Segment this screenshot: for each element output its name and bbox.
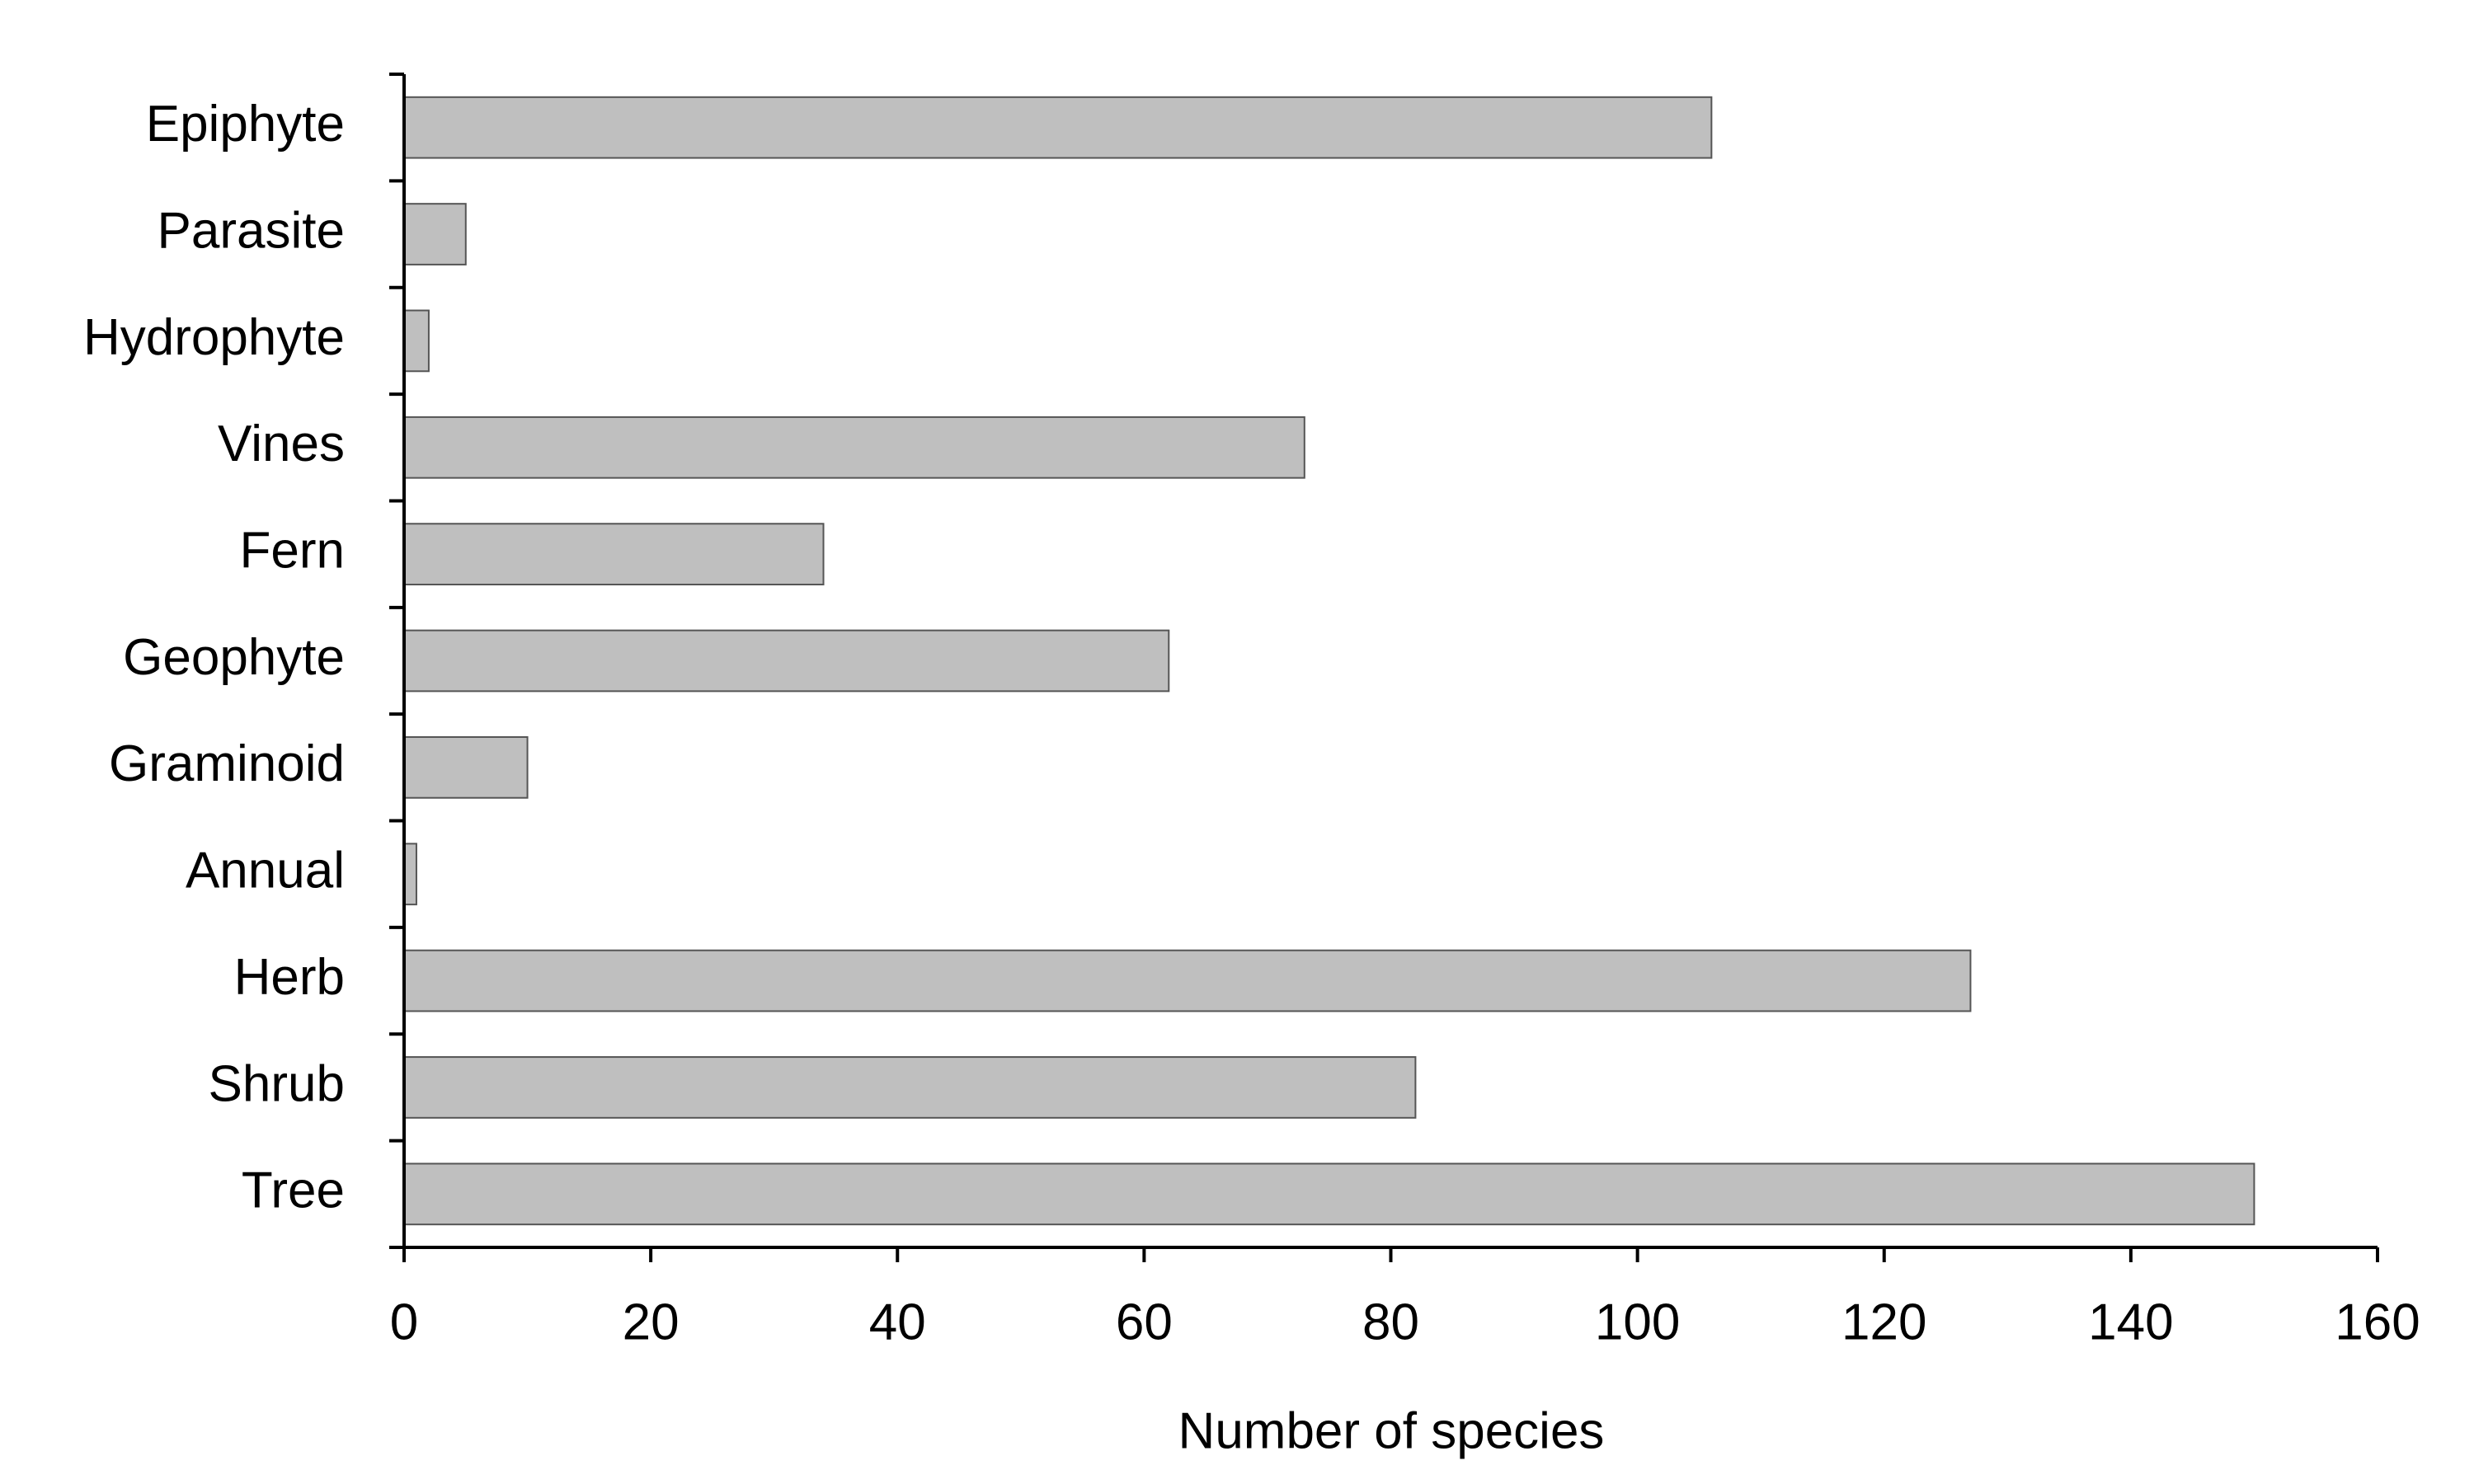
x-tick-label: 100 xyxy=(1595,1294,1680,1350)
x-axis-title: Number of species xyxy=(1178,1402,1605,1459)
y-tick-label: Herb xyxy=(234,949,345,1006)
y-tick-label: Hydrophyte xyxy=(83,309,345,366)
bar xyxy=(403,1162,2255,1226)
bar xyxy=(403,629,1170,693)
y-tick-label: Graminoid xyxy=(109,735,345,792)
bar xyxy=(403,949,1972,1012)
y-tick-label: Geophyte xyxy=(123,629,345,686)
y-tick-label: Parasite xyxy=(158,202,345,259)
x-tick-label: 60 xyxy=(1116,1294,1173,1350)
x-tick-label: 160 xyxy=(2335,1294,2420,1350)
bar xyxy=(403,523,825,586)
x-tick-label: 140 xyxy=(2088,1294,2173,1350)
x-tick-label: 0 xyxy=(390,1294,418,1350)
bar xyxy=(403,203,467,265)
y-tick-label: Annual xyxy=(186,843,345,899)
bar xyxy=(403,843,417,906)
y-tick-label: Vines xyxy=(218,416,345,472)
x-tick-label: 120 xyxy=(1841,1294,1926,1350)
y-tick-label: Epiphyte xyxy=(146,96,345,153)
y-tick-label: Shrub xyxy=(209,1055,345,1112)
bar xyxy=(403,309,430,373)
y-tick-label: Fern xyxy=(240,523,345,580)
x-tick-label: 40 xyxy=(869,1294,926,1350)
bar xyxy=(403,416,1305,479)
x-tick-label: 20 xyxy=(623,1294,680,1350)
bar xyxy=(403,735,529,799)
bar xyxy=(403,1056,1417,1119)
bar xyxy=(403,96,1713,159)
y-tick-label: Tree xyxy=(242,1162,345,1219)
x-tick-label: 80 xyxy=(1362,1294,1419,1350)
